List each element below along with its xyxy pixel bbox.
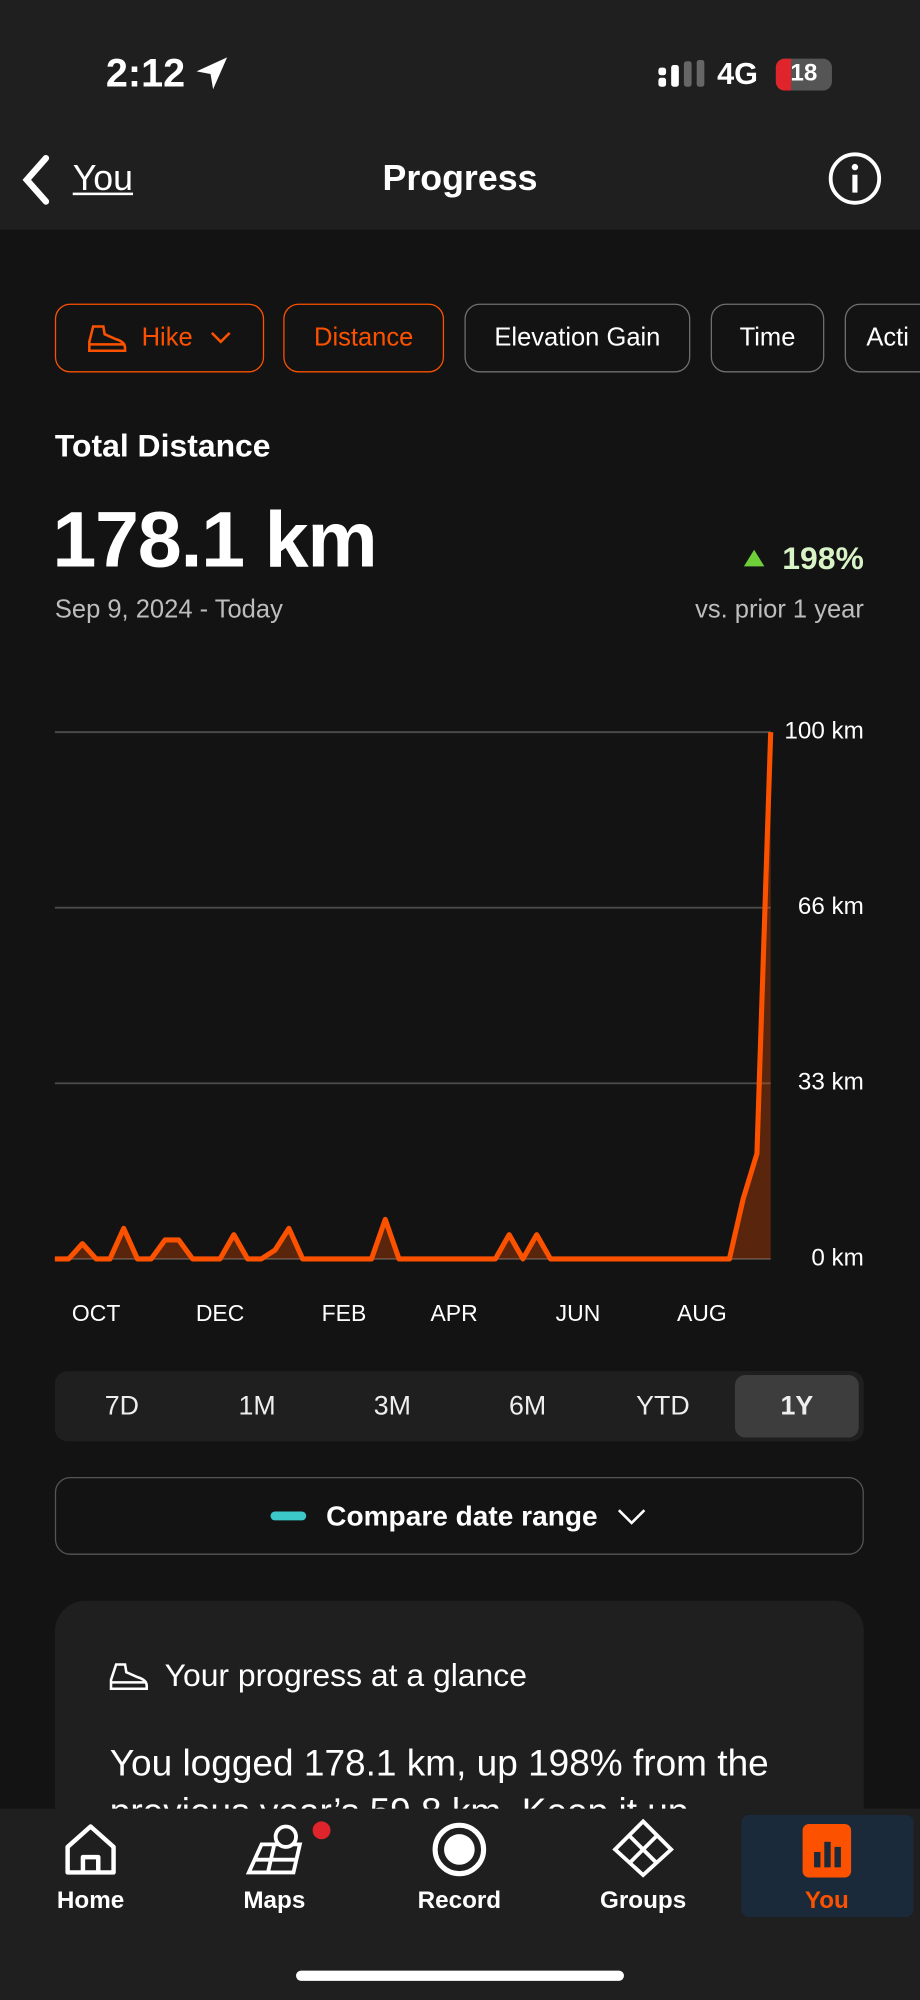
x-tick-label: APR [430, 1300, 477, 1326]
change: 198% [782, 540, 864, 577]
up-arrow [743, 549, 765, 567]
range-option[interactable]: 7D [104, 1390, 139, 1421]
back-icon[interactable] [18, 153, 56, 207]
x-tick-label: JUN [556, 1300, 601, 1326]
battery: 18 [775, 58, 832, 91]
range-option[interactable]: 1Y [734, 1374, 859, 1438]
summary-label: Total Distance [54, 428, 271, 465]
date-range: Sep 9, 2024 - Today [54, 595, 283, 624]
chevron [210, 332, 231, 344]
chart: 0 km 33 km 66 km 100 km OCT DEC FEB APR JUN AUG [54, 718, 864, 1326]
range-control [54, 1371, 864, 1442]
tab-label[interactable]: Record [417, 1887, 502, 1915]
glance-title: Your progress at a glance [164, 1658, 527, 1694]
filter-sport[interactable]: Hike [54, 303, 265, 373]
range-option[interactable]: 3M [373, 1390, 411, 1421]
network: 4G [717, 57, 758, 92]
header [0, 0, 920, 230]
x-tick-label: OCT [72, 1300, 120, 1326]
area-fill [54, 732, 771, 1259]
summary-value: 178.1 km [52, 496, 377, 585]
back-link[interactable]: You [72, 158, 134, 198]
shoe-icon [88, 325, 127, 353]
y-tick-label: 0 km [811, 1244, 863, 1271]
page-title: Progress [382, 158, 538, 198]
signal-icon [658, 59, 705, 87]
filter-label: Hike [141, 323, 193, 352]
info-icon[interactable] [827, 151, 883, 207]
x-tick-label: AUG [677, 1300, 727, 1326]
range-option[interactable]: YTD [636, 1390, 690, 1421]
range-option[interactable]: 1M [238, 1390, 276, 1421]
tab-label[interactable]: You [804, 1887, 849, 1915]
location-icon [196, 57, 228, 90]
time: 2:12 [105, 51, 186, 96]
tab-icons [65, 1818, 852, 1878]
filter-activities[interactable]: Acti [844, 303, 920, 373]
range-option[interactable]: 6M [509, 1390, 547, 1421]
line [54, 732, 774, 1262]
filter-elevation[interactable]: Elevation Gain [464, 303, 691, 373]
y-tick-label: 33 km [798, 1069, 864, 1096]
y-tick-label: 66 km [798, 893, 864, 920]
shoe-icon [109, 1663, 149, 1691]
home-indicator [296, 1970, 624, 1981]
battery-level: 18 [790, 59, 818, 87]
compare-label: Compare date range [326, 1499, 598, 1532]
filter-time[interactable]: Time [710, 303, 825, 373]
tab-label[interactable]: Groups [599, 1887, 687, 1915]
comparison: vs. prior 1 year [695, 595, 864, 624]
tab-label[interactable]: Home [56, 1887, 125, 1915]
filter-distance[interactable]: Distance [283, 303, 445, 373]
chevron [618, 1508, 646, 1525]
tab-label[interactable]: Maps [243, 1887, 306, 1915]
y-tick-label: 100 km [784, 718, 863, 745]
x-tick-label: FEB [322, 1300, 367, 1326]
compare-button[interactable]: Compare date range [54, 1477, 864, 1555]
x-tick-label: DEC [196, 1300, 244, 1326]
compare-swatch [270, 1511, 306, 1521]
